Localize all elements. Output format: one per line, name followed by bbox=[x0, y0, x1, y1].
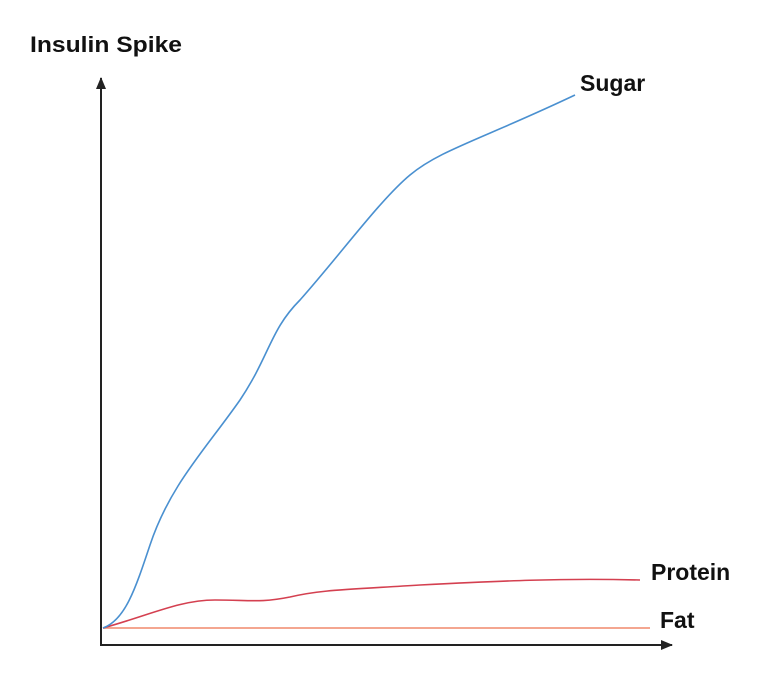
curve-label: Fat bbox=[660, 607, 695, 633]
curve-label: Sugar bbox=[580, 70, 645, 96]
protein-curve bbox=[102, 578, 641, 629]
sugar-curve bbox=[102, 94, 576, 629]
axis-label: Insulin Spike bbox=[30, 32, 182, 57]
curve-label: Protein bbox=[651, 559, 730, 585]
